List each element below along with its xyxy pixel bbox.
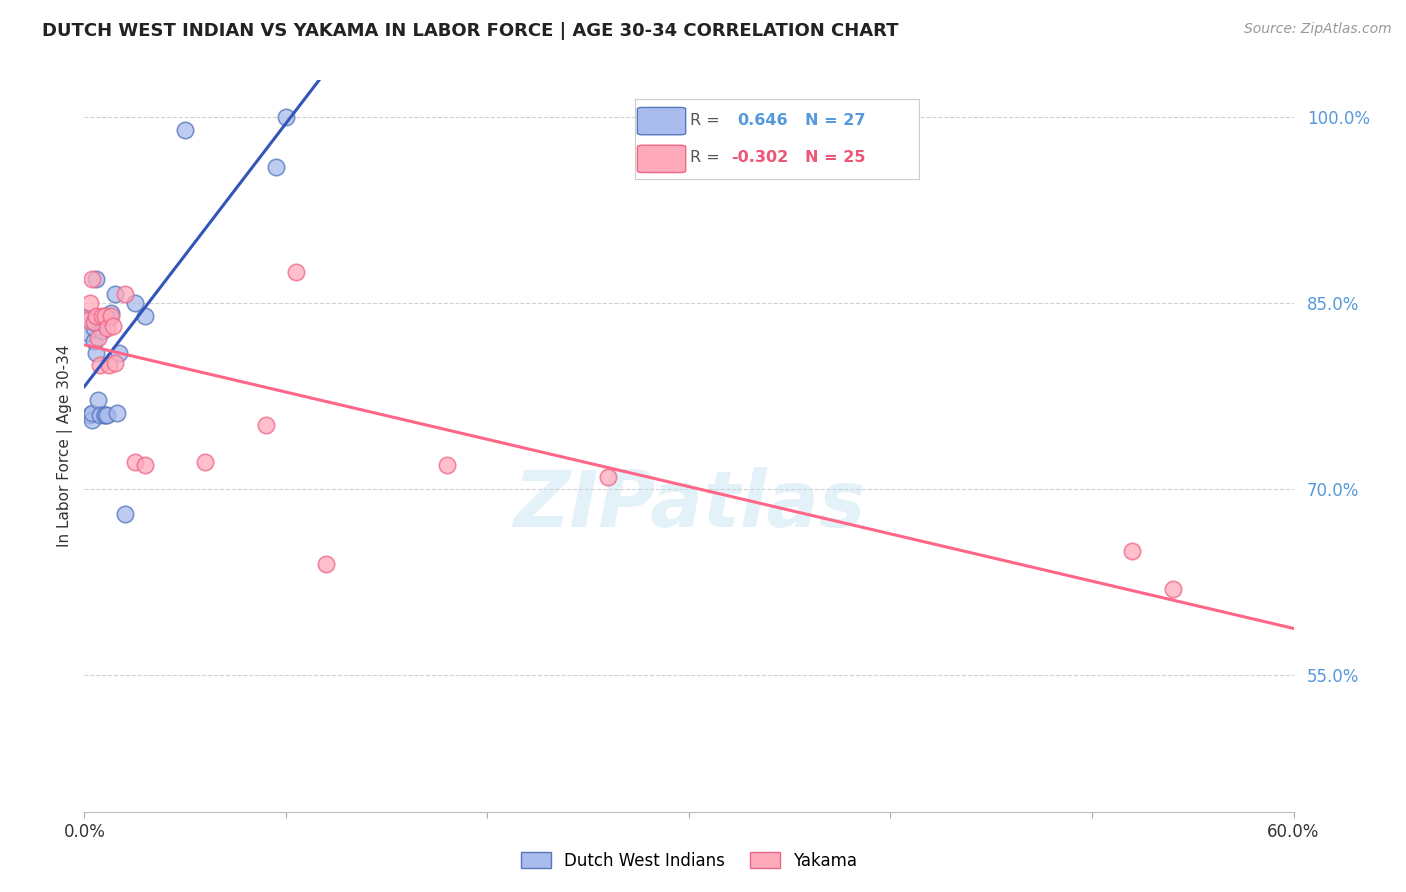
Point [124, 296, 146, 310]
Point [254, 417, 277, 432]
Point [83, 321, 105, 335]
Point [124, 455, 146, 469]
Text: Source: ZipAtlas.com: Source: ZipAtlas.com [1244, 22, 1392, 37]
Point [75, 311, 97, 326]
Point [194, 455, 217, 469]
Point [114, 286, 136, 301]
Point [104, 356, 127, 370]
Point [79, 408, 101, 422]
Point [91, 309, 114, 323]
Text: R =: R = [690, 113, 720, 128]
Point [82, 271, 104, 285]
Legend: Dutch West Indians, Yakama: Dutch West Indians, Yakama [515, 846, 863, 877]
Point [96, 408, 118, 422]
Point [1161, 582, 1184, 596]
Text: R =: R = [690, 150, 720, 165]
Point [284, 265, 308, 279]
Point [83, 315, 105, 329]
Point [107, 346, 129, 360]
Text: N = 27: N = 27 [806, 113, 866, 128]
Point [1121, 544, 1143, 558]
Point [89, 408, 111, 422]
Point [100, 309, 122, 323]
Text: -0.302: -0.302 [731, 150, 789, 165]
Y-axis label: In Labor Force | Age 30-34: In Labor Force | Age 30-34 [58, 344, 73, 548]
Point [77, 326, 100, 341]
Point [598, 470, 620, 484]
Text: ZIPatlas: ZIPatlas [513, 467, 865, 542]
Point [86, 309, 108, 323]
Point [105, 405, 128, 419]
Point [97, 359, 120, 373]
Point [174, 123, 197, 137]
Point [134, 309, 156, 323]
Point [82, 405, 104, 419]
Point [93, 309, 115, 323]
Point [87, 393, 110, 408]
Point [134, 458, 156, 472]
Point [93, 408, 115, 422]
Point [100, 306, 122, 320]
Point [86, 346, 108, 360]
Point [83, 315, 105, 329]
Point [96, 321, 118, 335]
Point [104, 286, 127, 301]
Point [82, 413, 104, 427]
Point [97, 311, 120, 326]
FancyBboxPatch shape [637, 145, 686, 172]
Point [91, 324, 114, 338]
Point [274, 111, 297, 125]
Point [93, 408, 115, 422]
Text: N = 25: N = 25 [806, 150, 866, 165]
Text: DUTCH WEST INDIAN VS YAKAMA IN LABOR FORCE | AGE 30-34 CORRELATION CHART: DUTCH WEST INDIAN VS YAKAMA IN LABOR FOR… [42, 22, 898, 40]
Point [87, 331, 110, 345]
Point [264, 160, 287, 174]
Point [89, 359, 111, 373]
Point [436, 458, 458, 472]
Point [315, 557, 337, 571]
Point [101, 318, 124, 333]
Point [114, 507, 136, 521]
Point [77, 312, 100, 326]
Text: 0.646: 0.646 [737, 113, 787, 128]
Point [86, 271, 108, 285]
Point [79, 296, 101, 310]
Point [83, 334, 105, 348]
FancyBboxPatch shape [637, 107, 686, 135]
